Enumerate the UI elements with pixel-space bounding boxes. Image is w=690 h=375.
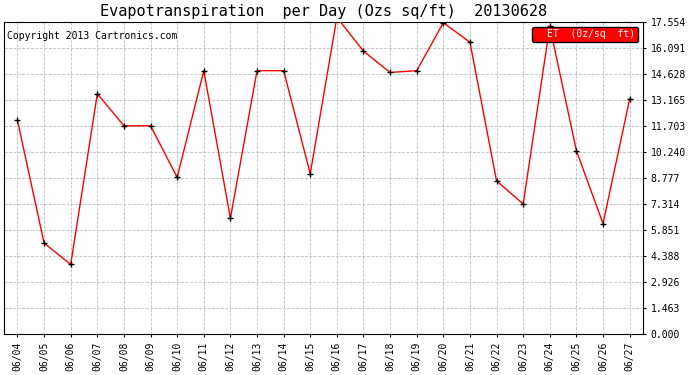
Text: Copyright 2013 Cartronics.com: Copyright 2013 Cartronics.com — [8, 31, 178, 41]
Legend: ET  (0z/sq  ft): ET (0z/sq ft) — [533, 27, 638, 42]
Title: Evapotranspiration  per Day (Ozs sq/ft)  20130628: Evapotranspiration per Day (Ozs sq/ft) 2… — [100, 4, 547, 19]
